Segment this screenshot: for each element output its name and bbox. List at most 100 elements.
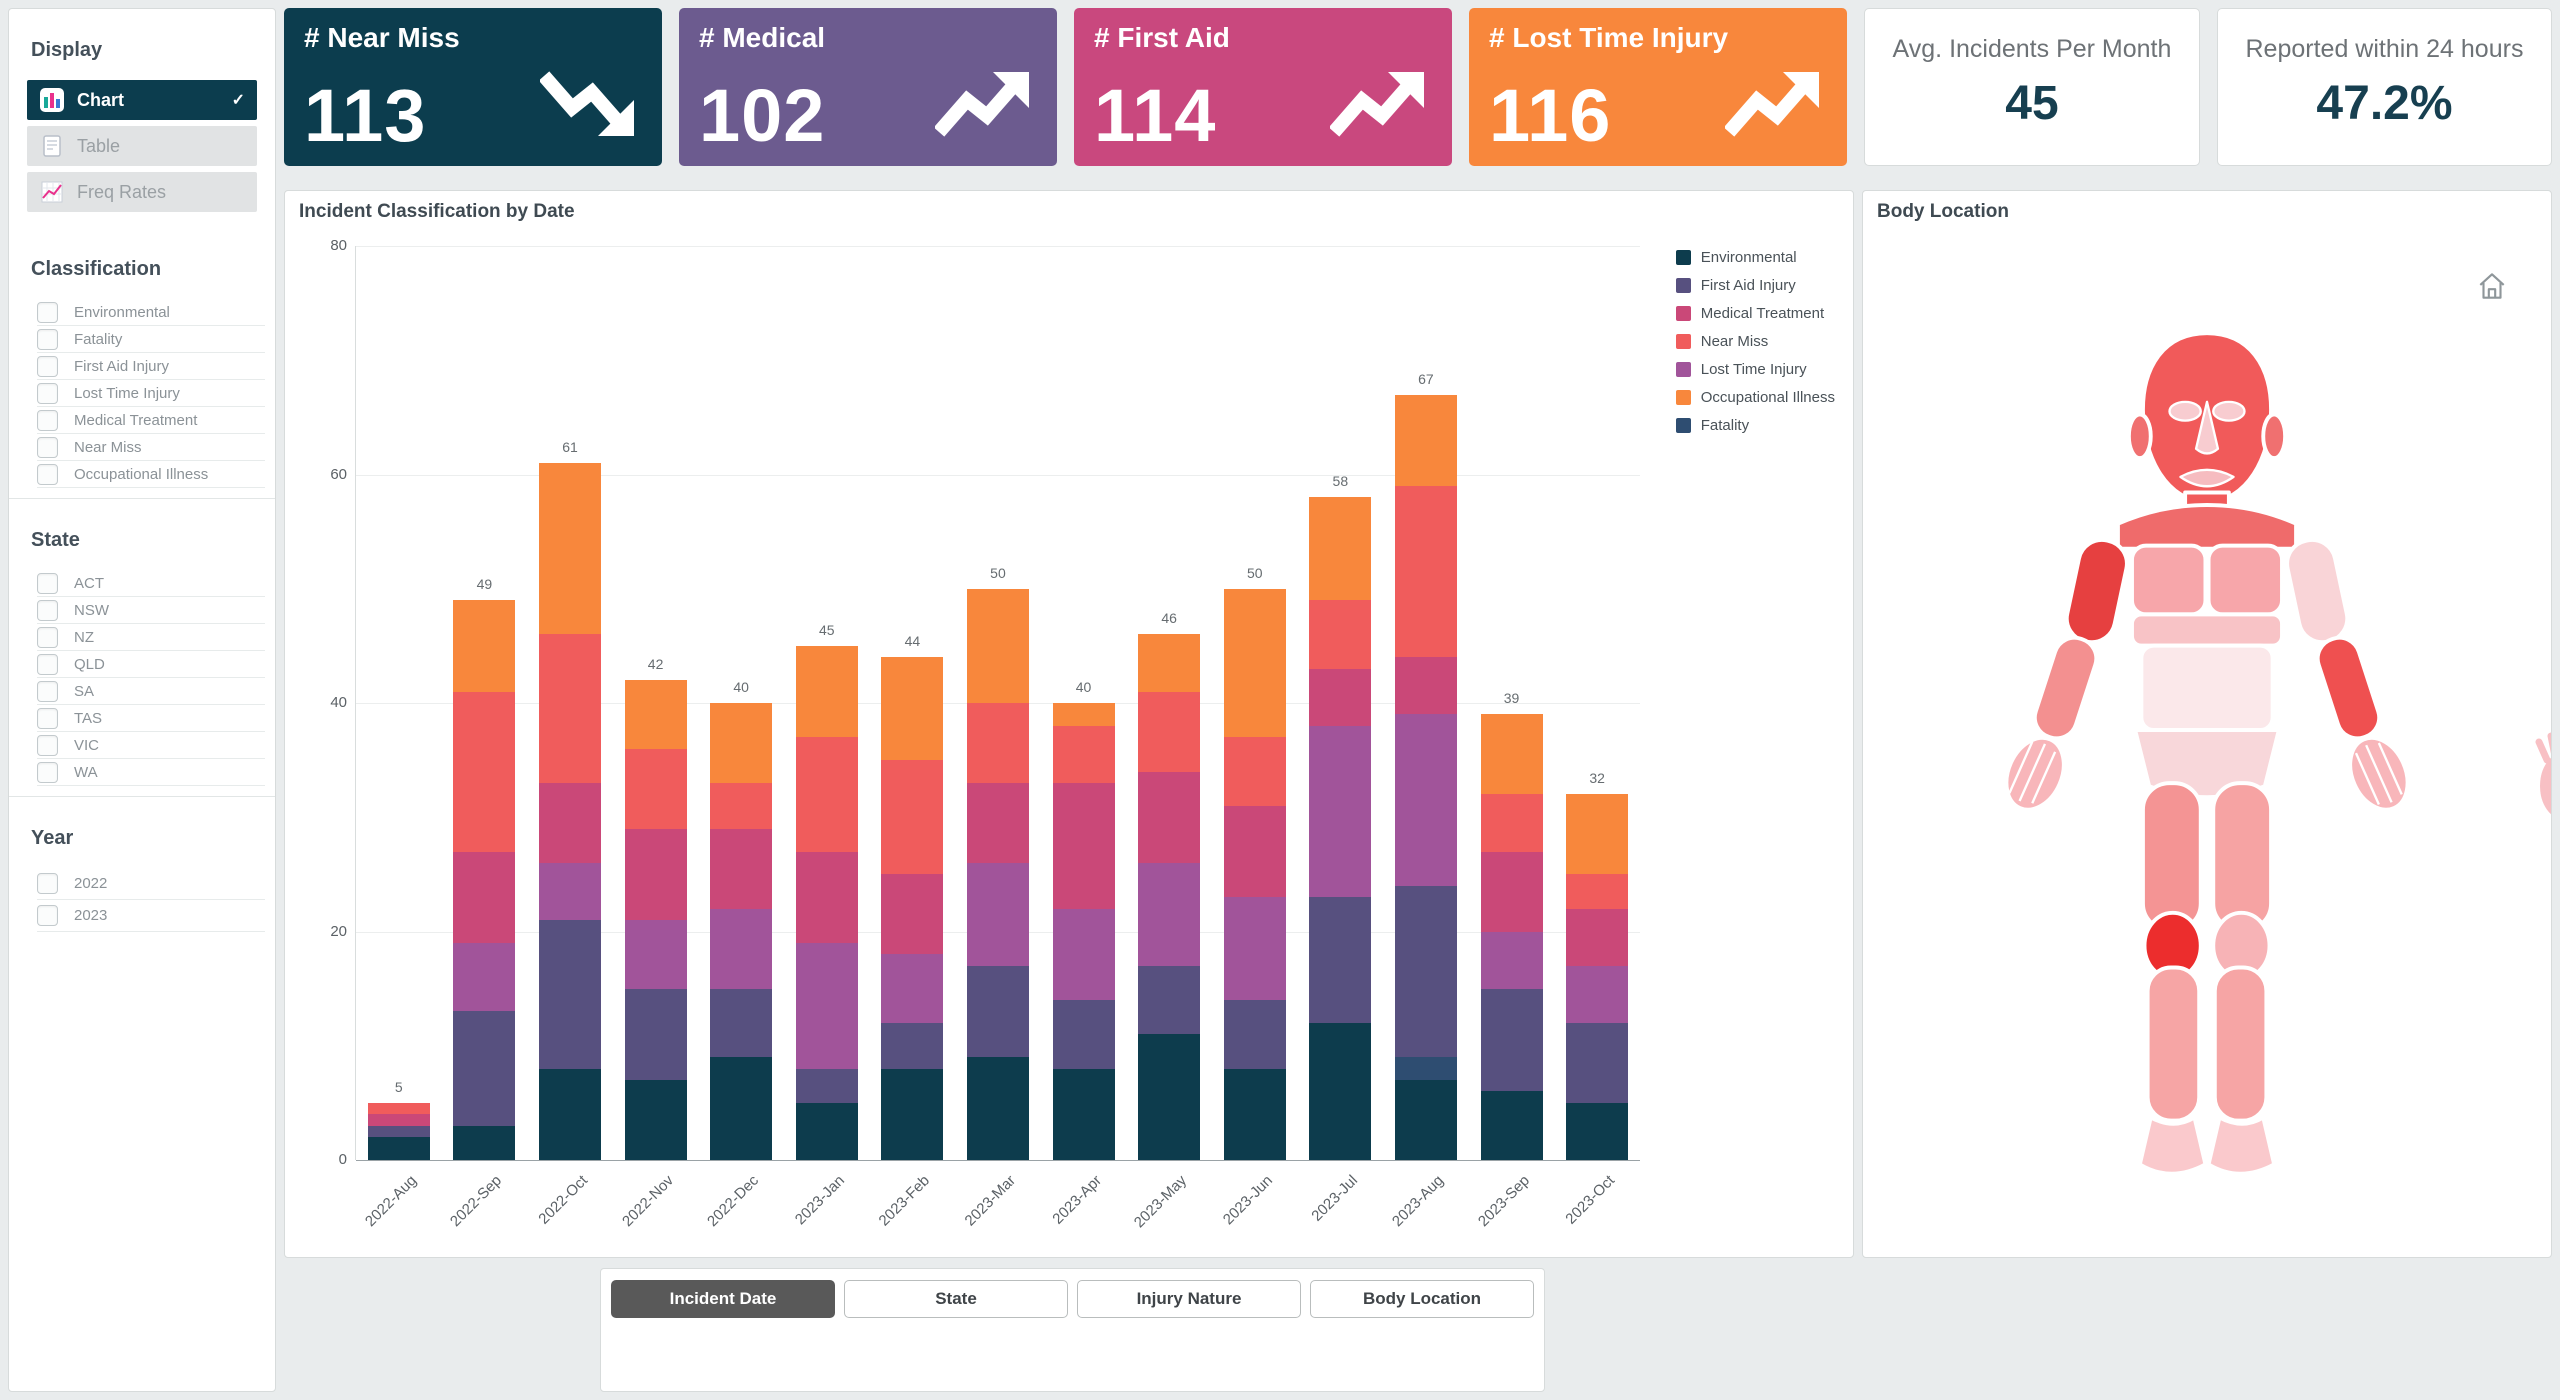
- bar-column-2023-oct[interactable]: 32: [1554, 246, 1640, 1160]
- bar-segment-medical-treatment[interactable]: [1566, 908, 1629, 966]
- bar-segment-environmental[interactable]: [538, 1068, 601, 1160]
- bar-segment-near-miss[interactable]: [1566, 874, 1629, 909]
- bar-segment-first-aid-injury[interactable]: [881, 1022, 944, 1069]
- checkbox-icon[interactable]: [37, 572, 58, 594]
- bar-segment-first-aid-injury[interactable]: [624, 988, 687, 1081]
- body-heatmap-figure[interactable]: [1957, 311, 2457, 1254]
- legend-item-lost-time-injury[interactable]: Lost Time Injury: [1675, 361, 1835, 378]
- bar-column-2023-jan[interactable]: 45: [784, 246, 870, 1160]
- bar-segment-lost-time-injury[interactable]: [1566, 965, 1629, 1023]
- bar-segment-environmental[interactable]: [710, 1057, 773, 1160]
- bar-segment-first-aid-injury[interactable]: [1566, 1022, 1629, 1103]
- bar-segment-environmental[interactable]: [1223, 1068, 1286, 1160]
- filter-option-occupational-illness[interactable]: Occupational Illness: [37, 461, 265, 488]
- checkbox-icon[interactable]: [37, 328, 58, 350]
- filter-option-environmental[interactable]: Environmental: [37, 299, 265, 326]
- bar-segment-near-miss[interactable]: [710, 783, 773, 829]
- bar-segment-lost-time-injury[interactable]: [966, 862, 1029, 966]
- filter-option-nz[interactable]: NZ: [37, 624, 265, 651]
- bar-segment-lost-time-injury[interactable]: [624, 920, 687, 989]
- bar-segment-medical-treatment[interactable]: [966, 783, 1029, 863]
- checkbox-icon[interactable]: [37, 382, 58, 404]
- filter-option-sa[interactable]: SA: [37, 678, 265, 705]
- bar-segment-occupational-illness[interactable]: [1566, 794, 1629, 875]
- bar-segment-near-miss[interactable]: [795, 737, 858, 852]
- body-chest-left[interactable]: [2130, 543, 2208, 617]
- legend-item-near-miss[interactable]: Near Miss: [1675, 333, 1835, 350]
- filter-option-tas[interactable]: TAS: [37, 705, 265, 732]
- filter-option-act[interactable]: ACT: [37, 570, 265, 597]
- bar-segment-occupational-illness[interactable]: [1223, 588, 1286, 738]
- bar-segment-lost-time-injury[interactable]: [453, 942, 516, 1012]
- bar-column-2023-aug[interactable]: 67: [1383, 246, 1469, 1160]
- bar-segment-fatality[interactable]: [1394, 1057, 1457, 1081]
- bar-column-2023-mar[interactable]: 50: [955, 246, 1041, 1160]
- bar-segment-occupational-illness[interactable]: [1052, 703, 1115, 726]
- filter-option-lost-time-injury[interactable]: Lost Time Injury: [37, 380, 265, 407]
- display-menu-item-chart[interactable]: Chart ✓: [27, 80, 257, 120]
- adjacent-figure-hand[interactable]: [2517, 726, 2551, 851]
- body-thigh-right[interactable]: [2211, 781, 2274, 932]
- filter-option-first-aid-injury[interactable]: First Aid Injury: [37, 353, 265, 380]
- checkbox-icon[interactable]: [37, 873, 58, 894]
- body-chest-right[interactable]: [2206, 543, 2284, 617]
- bar-segment-near-miss[interactable]: [1052, 725, 1115, 783]
- bar-segment-lost-time-injury[interactable]: [1394, 714, 1457, 886]
- legend-item-environmental[interactable]: Environmental: [1675, 249, 1835, 266]
- body-forearm-right[interactable]: [2312, 632, 2384, 743]
- bar-segment-medical-treatment[interactable]: [881, 874, 944, 955]
- body-thigh-left[interactable]: [2140, 781, 2203, 932]
- bar-segment-near-miss[interactable]: [1223, 737, 1286, 806]
- bar-segment-first-aid-injury[interactable]: [453, 1011, 516, 1126]
- bar-segment-near-miss[interactable]: [1309, 600, 1372, 669]
- legend-item-first-aid-injury[interactable]: First Aid Injury: [1675, 277, 1835, 294]
- bar-segment-occupational-illness[interactable]: [881, 657, 944, 761]
- tab-injury-nature[interactable]: Injury Nature: [1077, 1280, 1301, 1318]
- body-shoulders[interactable]: [2115, 503, 2299, 551]
- bar-segment-first-aid-injury[interactable]: [367, 1125, 430, 1138]
- bar-segment-lost-time-injury[interactable]: [1138, 862, 1201, 966]
- display-menu-item-freq-rates[interactable]: Freq Rates: [27, 172, 257, 212]
- checkbox-icon[interactable]: [37, 734, 58, 756]
- bar-segment-medical-treatment[interactable]: [1138, 771, 1201, 863]
- bar-segment-first-aid-injury[interactable]: [538, 920, 601, 1069]
- bar-segment-near-miss[interactable]: [1480, 794, 1543, 852]
- tab-incident-date[interactable]: Incident Date: [611, 1280, 835, 1318]
- filter-option-nsw[interactable]: NSW: [37, 597, 265, 624]
- bar-segment-first-aid-injury[interactable]: [1138, 965, 1201, 1035]
- bar-column-2023-jun[interactable]: 50: [1212, 246, 1298, 1160]
- checkbox-icon[interactable]: [37, 301, 58, 323]
- bar-segment-medical-treatment[interactable]: [453, 851, 516, 943]
- tab-body-location[interactable]: Body Location: [1310, 1280, 1534, 1318]
- bar-segment-near-miss[interactable]: [1394, 485, 1457, 658]
- bar-segment-medical-treatment[interactable]: [367, 1114, 430, 1126]
- checkbox-icon[interactable]: [37, 707, 58, 729]
- bar-segment-occupational-illness[interactable]: [1309, 497, 1372, 601]
- bar-segment-environmental[interactable]: [795, 1102, 858, 1160]
- bar-segment-near-miss[interactable]: [966, 703, 1029, 784]
- bar-segment-first-aid-injury[interactable]: [1394, 885, 1457, 1058]
- body-shin-left[interactable]: [2145, 965, 2202, 1123]
- checkbox-icon[interactable]: [37, 680, 58, 702]
- bar-segment-medical-treatment[interactable]: [795, 851, 858, 943]
- bar-segment-near-miss[interactable]: [881, 760, 944, 875]
- bar-column-2022-dec[interactable]: 40: [698, 246, 784, 1160]
- body-foot-right[interactable]: [2206, 1115, 2277, 1176]
- checkbox-icon[interactable]: [37, 436, 58, 458]
- body-upper-arm-left[interactable]: [2062, 536, 2131, 647]
- bar-segment-occupational-illness[interactable]: [795, 645, 858, 738]
- bar-segment-occupational-illness[interactable]: [710, 703, 773, 784]
- checkbox-icon[interactable]: [37, 653, 58, 675]
- bar-segment-near-miss[interactable]: [1138, 691, 1201, 772]
- bar-segment-occupational-illness[interactable]: [1480, 714, 1543, 795]
- bar-segment-medical-treatment[interactable]: [710, 828, 773, 909]
- home-icon[interactable]: [2475, 269, 2509, 303]
- checkbox-icon[interactable]: [37, 905, 58, 926]
- filter-option-qld[interactable]: QLD: [37, 651, 265, 678]
- filter-option-medical-treatment[interactable]: Medical Treatment: [37, 407, 265, 434]
- bar-segment-lost-time-injury[interactable]: [538, 862, 601, 921]
- bar-column-2022-sep[interactable]: 49: [442, 246, 528, 1160]
- bar-segment-environmental[interactable]: [624, 1080, 687, 1160]
- bar-segment-occupational-illness[interactable]: [1138, 634, 1201, 692]
- bar-segment-environmental[interactable]: [966, 1057, 1029, 1160]
